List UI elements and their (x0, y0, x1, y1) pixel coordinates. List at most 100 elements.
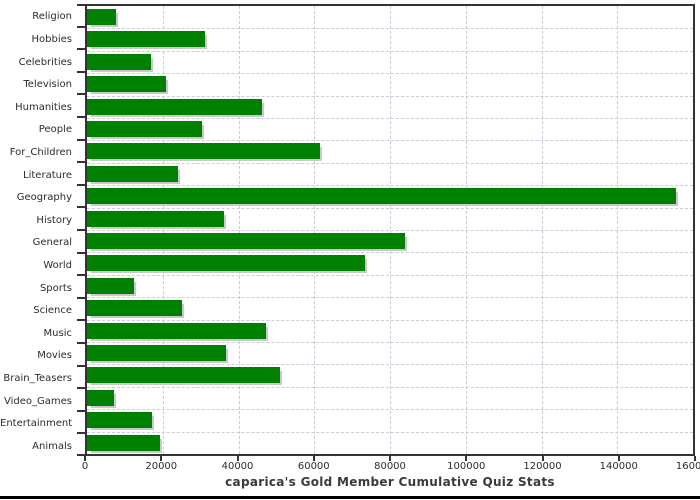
bar-people (87, 121, 202, 137)
y-axis-label: Literature (23, 169, 72, 181)
bar-history (87, 210, 225, 227)
y-axis-label: Science (33, 305, 72, 317)
x-axis-tick (694, 456, 696, 461)
y-axis-label: Sports (39, 282, 72, 294)
bar-movies (87, 345, 226, 361)
horizontal-gridline (87, 118, 693, 119)
y-axis-label: People (38, 124, 72, 136)
y-axis-label: Animals (32, 440, 72, 452)
bar-music (87, 322, 266, 339)
bar-sports (87, 277, 134, 294)
horizontal-gridline (87, 386, 693, 388)
y-axis-tick (77, 251, 85, 254)
x-axis-tick (236, 456, 239, 461)
bar-animals (87, 434, 161, 451)
y-axis-tick (77, 48, 85, 51)
x-axis-tick-label: 20000 (145, 461, 178, 472)
y-axis-label: For_Children (9, 146, 72, 158)
y-axis-tick (77, 138, 85, 141)
y-axis-label: General (32, 237, 72, 249)
y-axis-label: Music (43, 327, 72, 339)
y-axis-tick (77, 409, 85, 412)
y-axis-tick (77, 206, 85, 209)
y-axis-tick (77, 342, 85, 344)
x-axis-tick-label: 80000 (374, 461, 406, 472)
y-axis-tick (77, 116, 85, 118)
x-axis-tick-label: 40000 (221, 461, 254, 472)
horizontal-gridline (87, 28, 693, 30)
horizontal-gridline (87, 274, 693, 276)
y-axis-label: Celebrities (18, 56, 72, 68)
x-axis-tick (389, 456, 391, 461)
bar-world (87, 255, 365, 272)
horizontal-gridline (87, 185, 693, 187)
x-axis-tick-label: 100000 (447, 461, 486, 472)
x-axis-tick (541, 456, 544, 461)
y-axis-label: Religion (32, 11, 72, 23)
y-axis-tick (77, 93, 85, 96)
bottom-border-line (0, 496, 700, 499)
bar-video_games (87, 389, 114, 406)
bar-literature (87, 165, 179, 182)
y-axis-label: Television (23, 79, 72, 91)
y-axis-tick (77, 25, 85, 28)
horizontal-gridline (87, 73, 693, 75)
y-axis-label: Hobbies (31, 33, 72, 45)
horizontal-gridline (87, 364, 693, 366)
y-axis-tick (77, 387, 85, 390)
y-axis-tick (77, 4, 85, 6)
bar-television (87, 76, 166, 93)
x-axis-tick-label: 60000 (297, 461, 330, 472)
y-axis-label: Humanities (15, 101, 72, 113)
x-axis-tick-label: 160000 (675, 461, 700, 472)
horizontal-gridline (87, 431, 693, 433)
x-axis-tick-label: 120000 (523, 461, 562, 472)
horizontal-gridline (87, 297, 693, 299)
bar-celebrities (87, 53, 151, 70)
y-axis-label: Movies (37, 350, 72, 362)
y-axis-tick (77, 70, 85, 73)
x-axis-tick (84, 456, 86, 461)
bar-hobbies (87, 31, 206, 48)
bar-entertainment (87, 412, 153, 429)
bar-general (87, 233, 406, 249)
y-axis-tick (77, 183, 85, 186)
horizontal-gridline (87, 140, 693, 142)
y-axis-tick (77, 364, 85, 367)
horizontal-gridline (87, 207, 693, 209)
x-axis-tick-label: 0 (81, 461, 89, 472)
y-axis-label: Video_Games (4, 395, 72, 407)
chart-title: caparica's Gold Member Cumulative Quiz S… (225, 475, 555, 489)
plot-area (85, 4, 695, 456)
y-axis-tick (77, 319, 85, 322)
horizontal-gridline (87, 409, 693, 411)
bar-brain_teasers (87, 367, 281, 384)
y-axis-tick (77, 161, 85, 164)
y-axis-label: World (43, 259, 72, 271)
horizontal-gridline (87, 319, 693, 321)
horizontal-gridline (87, 95, 693, 97)
y-axis-label: Geography (16, 192, 72, 204)
horizontal-gridline (87, 162, 693, 164)
y-axis-label: Entertainment (0, 418, 73, 430)
y-axis-label: Brain_Teasers (3, 372, 72, 384)
horizontal-gridline (87, 252, 693, 254)
horizontal-gridline (87, 230, 693, 231)
y-axis-tick (77, 454, 85, 456)
x-axis-tick (312, 456, 315, 461)
y-axis-tick (77, 432, 85, 435)
bar-science (87, 300, 183, 317)
bar-geography (87, 188, 676, 205)
bar-for_children (87, 143, 321, 160)
y-axis-tick (77, 296, 85, 299)
y-axis-tick (77, 274, 85, 277)
bar-humanities (87, 98, 262, 115)
bar-religion (87, 9, 116, 25)
horizontal-gridline (87, 342, 693, 343)
x-axis-tick (465, 456, 468, 461)
x-axis-tick-label: 140000 (599, 461, 638, 472)
x-axis-tick (617, 456, 620, 461)
y-axis-label: History (36, 214, 72, 226)
y-axis-tick (77, 229, 85, 231)
